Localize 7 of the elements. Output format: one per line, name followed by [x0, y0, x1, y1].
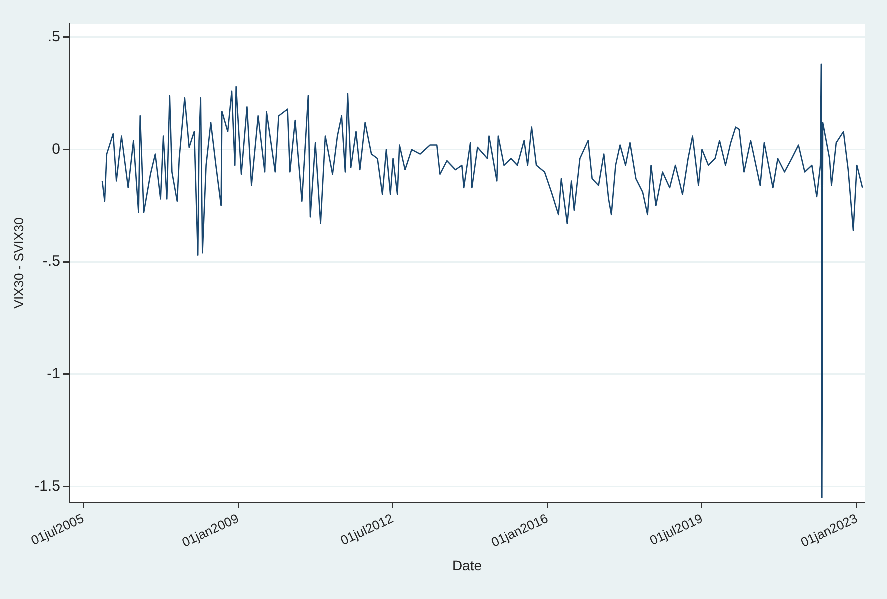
y-tick-label: 0: [52, 140, 60, 158]
y-tick-label: .5: [48, 28, 60, 46]
x-axis-title: Date: [452, 557, 482, 574]
y-tick-label: -.5: [42, 253, 60, 270]
y-tick-label: -1.5: [34, 478, 60, 495]
y-tick-label: -1: [47, 366, 60, 383]
y-axis-title: VIX30 - SVIX30: [11, 218, 26, 309]
